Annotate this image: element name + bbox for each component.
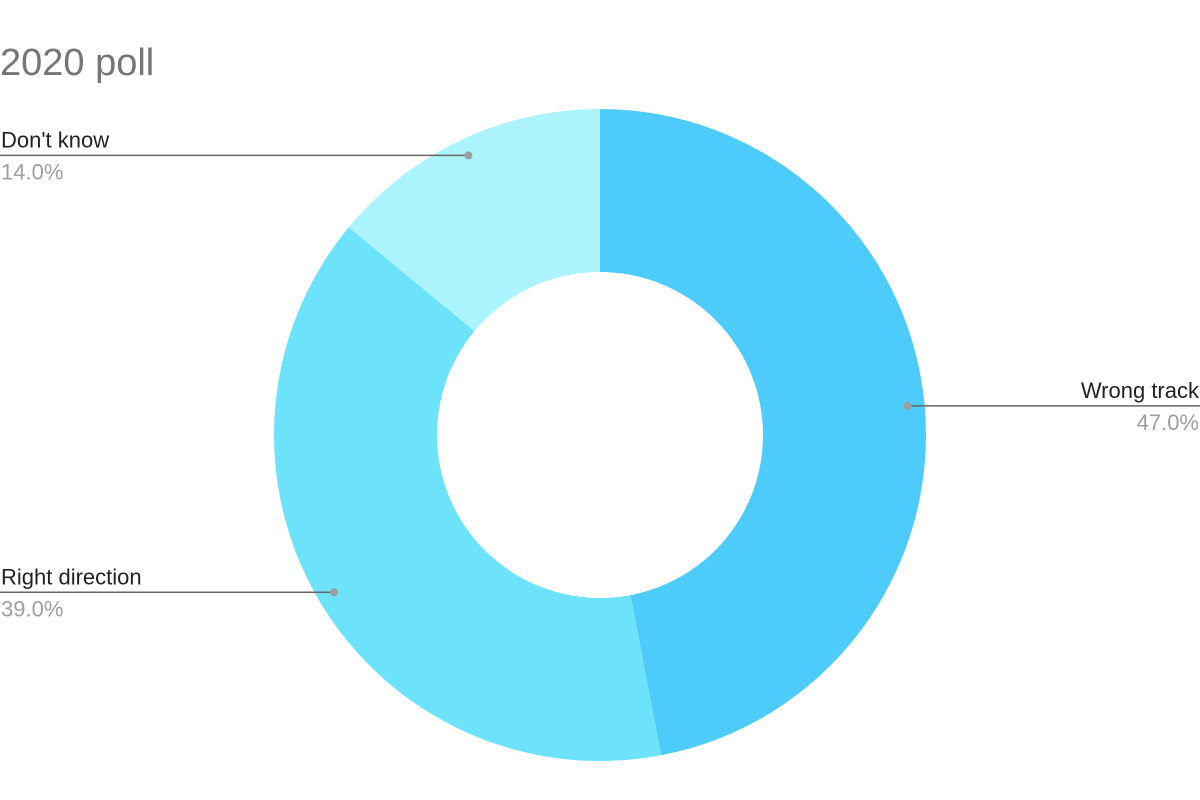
slice-wrong-track	[600, 109, 926, 756]
donut-slices	[274, 109, 926, 761]
chart-title: 2020 poll	[0, 42, 154, 84]
slice-don-t-know	[348, 109, 600, 332]
slice-label-don-t-know: Don't know	[1, 127, 109, 152]
slice-label-right-direction: Right direction	[1, 564, 142, 589]
slice-percent-right-direction: 39.0%	[1, 596, 63, 621]
slice-labels: Wrong track 47.0% Right direction 39.0% Don'…	[0, 127, 1200, 621]
slice-label-wrong-track: Wrong track	[1081, 378, 1200, 403]
leader-dot-right-direction	[330, 588, 339, 597]
leader-dot-wrong-track	[903, 401, 912, 410]
slice-percent-wrong-track: 47.0%	[1137, 410, 1199, 435]
slice-right-direction	[274, 227, 662, 761]
slice-percent-don-t-know: 14.0%	[1, 159, 63, 184]
leader-dot-don-t-know	[464, 151, 473, 160]
